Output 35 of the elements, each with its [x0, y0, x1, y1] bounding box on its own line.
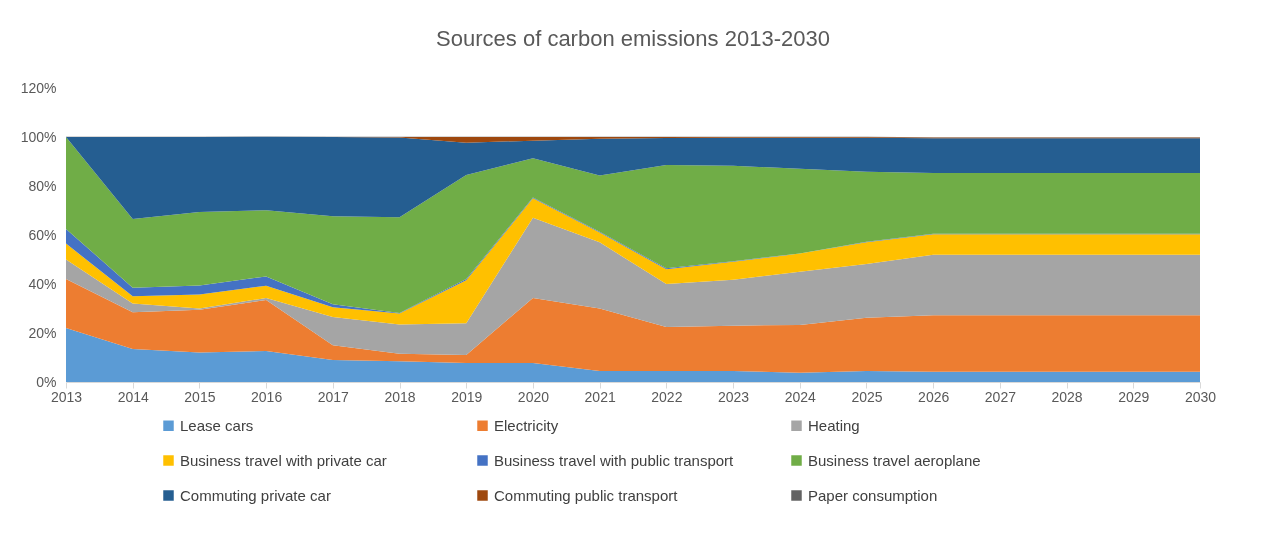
x-tick-label: 2017: [317, 388, 350, 405]
x-tick-label: 2024: [784, 388, 817, 405]
x-tick-label: 2019: [451, 388, 483, 405]
x-tick-label: 2014: [117, 388, 149, 405]
legend-label: Business travel with public transport: [494, 451, 735, 469]
x-tick-label: 2026: [918, 388, 950, 405]
x-tick-label: 2023: [717, 388, 750, 405]
x-tick-label: 2020: [517, 388, 550, 405]
x-tick-label: 2015: [184, 388, 216, 405]
x-tick-label: 2018: [384, 388, 416, 405]
legend-label: Lease cars: [180, 416, 254, 434]
x-tick-label: 2029: [1118, 388, 1150, 405]
y-tick-label: 120%: [20, 79, 57, 96]
x-tick-label: 2028: [1051, 388, 1083, 405]
y-tick-label: 20%: [28, 324, 57, 341]
legend-label: Business travel with private car: [180, 451, 387, 469]
x-tick-label: 2025: [851, 388, 883, 405]
y-tick-label: 40%: [28, 275, 57, 292]
x-tick-label: 2013: [50, 388, 83, 405]
x-tick-label: 2021: [584, 388, 616, 405]
legend-label: Heating: [808, 416, 860, 434]
y-tick-label: 0%: [36, 373, 57, 390]
x-tick-label: 2027: [984, 388, 1017, 405]
legend-label: Commuting private car: [180, 486, 331, 504]
legend-label: Commuting public transport: [494, 486, 679, 504]
legend-label: Paper consumption: [808, 486, 938, 504]
chart-title: Sources of carbon emissions 2013-2030: [436, 26, 830, 51]
legend-label: Business travel aeroplane: [808, 451, 981, 469]
y-tick-label: 100%: [20, 128, 57, 145]
y-tick-label: 80%: [28, 177, 57, 194]
x-tick-label: 2022: [651, 388, 683, 405]
legend-label: Electricity: [494, 416, 559, 434]
y-tick-label: 60%: [28, 226, 57, 243]
x-tick-label: 2016: [251, 388, 283, 405]
x-tick-label: 2030: [1184, 388, 1217, 405]
